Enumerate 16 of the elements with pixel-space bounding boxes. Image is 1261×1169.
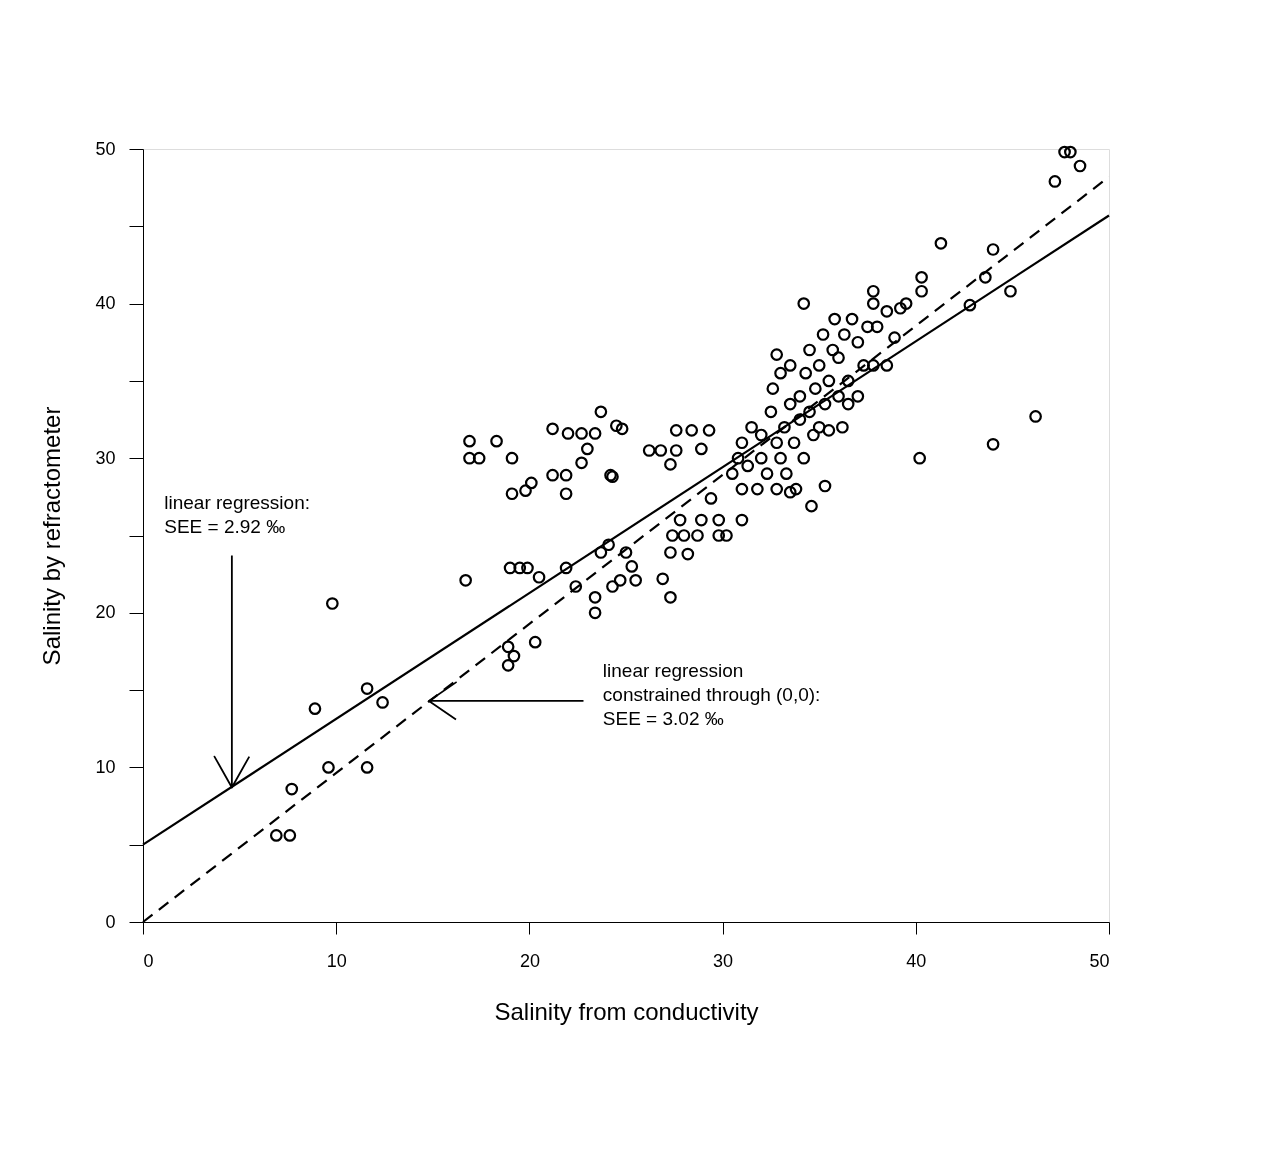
x-axis-title: Salinity from conductivity <box>494 997 759 1025</box>
y-tick-label: 20 <box>95 602 116 623</box>
y-tick-label: 50 <box>95 138 116 159</box>
x-tick-label: 20 <box>519 950 540 971</box>
y-tick-label: 30 <box>95 447 116 468</box>
x-tick-label: 50 <box>1089 950 1110 971</box>
x-tick-label: 0 <box>143 950 154 971</box>
y-tick-label: 0 <box>105 911 116 932</box>
annotation: linear regression: SEE = 2.92 ‰ <box>164 491 310 537</box>
annotation: linear regression constrained through (0,0): SEE = 3.02 ‰ <box>602 660 821 730</box>
y-axis-title: Salinity by refractometer <box>38 406 66 666</box>
y-tick-label: 10 <box>95 756 116 777</box>
y-tick-label: 40 <box>95 293 116 314</box>
x-tick-label: 30 <box>713 950 734 971</box>
x-tick-label: 10 <box>326 950 347 971</box>
x-tick-label: 40 <box>906 950 927 971</box>
